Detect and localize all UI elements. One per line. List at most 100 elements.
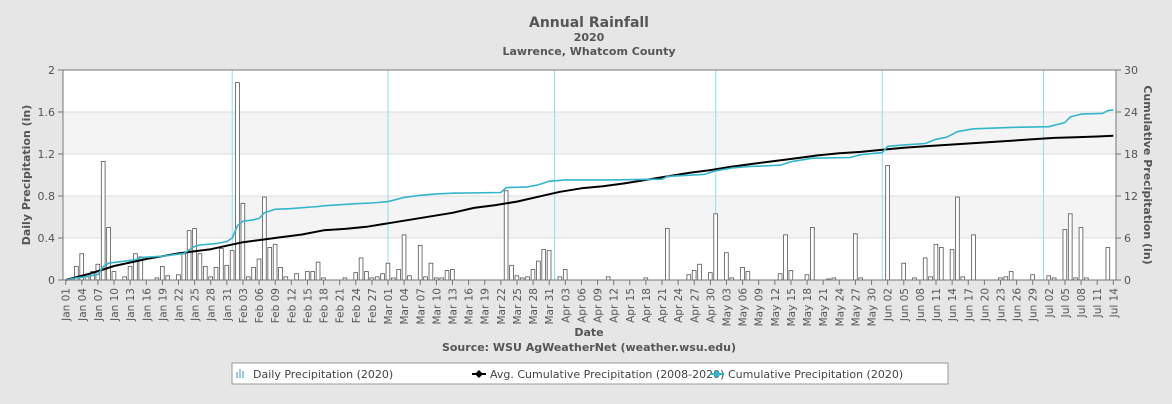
x-tick-label: Jan 19 — [157, 288, 169, 322]
x-tick-label: Mar 04 — [399, 288, 411, 325]
daily-bar — [546, 250, 552, 281]
x-tick-label: Jan 16 — [141, 288, 153, 322]
cumulative-marker-legend-icon — [713, 370, 721, 378]
x-tick-label: Mar 25 — [512, 288, 524, 325]
daily-bar — [1030, 274, 1035, 281]
x-tick-label: Jun 11 — [931, 288, 943, 322]
source-note: Source: WSU AgWeatherNet (weather.wsu.ed… — [442, 341, 736, 354]
bar-legend-icon — [236, 372, 238, 378]
x-tick-label: Feb 15 — [302, 288, 314, 323]
daily-bars — [74, 82, 1111, 281]
y-tick-label: 0.8 — [38, 190, 56, 203]
daily-bar — [665, 228, 670, 281]
daily-bar — [428, 262, 434, 281]
daily-bar — [788, 270, 794, 281]
y-tick-label: 2 — [48, 64, 55, 77]
daily-bar — [1062, 229, 1068, 281]
x-tick-label: Feb 24 — [351, 288, 363, 324]
daily-bar — [1067, 213, 1073, 281]
x-tick-label: Apr 30 — [705, 288, 717, 323]
daily-bar — [949, 249, 955, 281]
y2-axis-label: Cumulative Precipitation (in) — [1141, 85, 1154, 264]
daily-bar — [530, 269, 536, 281]
x-tick-label: Jul 08 — [1076, 288, 1088, 318]
avg-marker-legend-icon — [475, 370, 483, 378]
x-tick-label: Jan 13 — [125, 288, 137, 322]
daily-bar — [810, 227, 815, 281]
daily-bar — [364, 271, 369, 281]
daily-bar — [229, 250, 235, 281]
x-tick-label: Mar 28 — [528, 288, 540, 325]
x-tick-label: Apr 09 — [593, 288, 605, 323]
legend-item-daily[interactable]: Daily Precipitation (2020) — [236, 368, 393, 381]
daily-bar — [272, 243, 278, 281]
daily-bar — [686, 274, 692, 281]
y2-tick-label: 0 — [1124, 274, 1131, 287]
legend-item-cumulative[interactable]: Cumulative Precipitation (2020) — [710, 368, 903, 381]
daily-bar — [933, 243, 939, 281]
daily-bar — [562, 269, 568, 281]
daily-bar — [267, 247, 273, 281]
daily-bar — [955, 196, 960, 281]
daily-bar — [707, 272, 713, 281]
y-tick-label: 0.4 — [38, 232, 56, 245]
daily-bar — [509, 264, 514, 281]
x-tick-label: Mar 16 — [464, 288, 476, 325]
daily-bar — [1008, 271, 1014, 281]
x-axis-ticks: Jan 01 Jan 04 Jan 07 Jan 10 Jan 13 Jan 16 Jan … — [61, 280, 1120, 326]
x-tick-label: Feb 06 — [254, 288, 266, 324]
daily-bar — [740, 266, 745, 281]
legend-label-cumulative: Cumulative Precipitation (2020) — [728, 368, 903, 381]
daily-bar — [305, 271, 310, 281]
y2-tick-label: 18 — [1124, 148, 1138, 161]
x-tick-label: Jan 04 — [77, 288, 89, 322]
daily-bar — [1046, 275, 1052, 281]
legend-item-avg[interactable]: Avg. Cumulative Precipitation (2008-2020… — [472, 368, 724, 381]
daily-bar — [294, 273, 299, 281]
daily-bar — [176, 274, 181, 281]
x-tick-label: Jan 22 — [174, 288, 186, 322]
chart-subtitle-location: Lawrence, Whatcom County — [502, 45, 675, 58]
daily-bar — [396, 269, 401, 281]
x-tick-label: May 21 — [818, 288, 830, 326]
daily-bar — [1105, 247, 1111, 281]
x-axis-label: Date — [574, 326, 603, 339]
daily-bar — [315, 261, 321, 281]
y-tick-label: 1.6 — [38, 106, 56, 119]
x-tick-label: May 15 — [786, 288, 798, 326]
legend: Daily Precipitation (2020) Avg. Cumulati… — [231, 362, 949, 385]
daily-bar — [127, 265, 133, 281]
y-axis-ticks: 0 0.4 0.8 1.2 1.6 2 — [38, 64, 63, 287]
y2-tick-label: 12 — [1124, 190, 1138, 203]
x-tick-label: Jan 10 — [109, 288, 121, 322]
x-tick-label: Jul 05 — [1060, 288, 1072, 318]
avg-cumulative-line — [65, 134, 1114, 281]
daily-bar — [165, 275, 170, 281]
daily-bar — [444, 270, 450, 281]
x-tick-label: Jan 07 — [93, 288, 105, 322]
x-tick-label: Jun 29 — [1028, 288, 1040, 322]
daily-bar — [971, 234, 976, 281]
x-tick-label: May 27 — [850, 288, 862, 326]
daily-bar — [450, 269, 455, 281]
y2-tick-label: 30 — [1124, 64, 1138, 77]
daily-bar — [541, 249, 547, 281]
x-tick-label: Jan 25 — [190, 288, 202, 322]
daily-bar — [724, 252, 729, 281]
x-tick-label: Feb 18 — [319, 288, 331, 323]
daily-bar — [407, 275, 412, 281]
daily-bar — [235, 82, 240, 281]
x-tick-label: Apr 21 — [657, 288, 669, 323]
x-tick-label: Mar 19 — [480, 288, 492, 325]
x-tick-label: Jan 31 — [222, 288, 234, 322]
x-tick-label: May 18 — [802, 288, 814, 326]
x-tick-label: Jan 28 — [206, 288, 218, 322]
x-tick-label: May 30 — [867, 288, 879, 326]
daily-bar — [401, 234, 407, 281]
y2-axis-ticks: 0 6 12 18 24 30 — [1116, 64, 1138, 287]
y-tick-label: 1.2 — [38, 148, 56, 161]
daily-bar — [213, 266, 219, 281]
daily-bar — [385, 262, 391, 281]
legend-label-avg: Avg. Cumulative Precipitation (2008-2020… — [490, 368, 724, 381]
